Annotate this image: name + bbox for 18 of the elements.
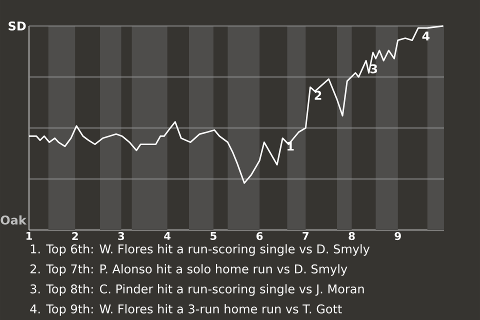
x-tick-label: 5: [210, 232, 216, 240]
x-tick-label: 8: [348, 232, 355, 240]
x-tick-label: 6: [256, 232, 263, 240]
text: 4. Top 9th: W. Flores hit a 3-run home run vs T. Gott: [30, 304, 342, 316]
annotation: 4: [422, 32, 430, 40]
x-tick-label: 9: [394, 232, 401, 240]
text: 1. Top 6th: W. Flores hit a run-scoring single vs D. Smyly: [30, 244, 370, 256]
x-tick-label: 4: [164, 232, 171, 240]
annotation: 3: [370, 64, 378, 74]
annotation: 2: [314, 90, 322, 100]
text: SD: [8, 21, 26, 31]
x-tick-label: 3: [118, 232, 124, 240]
x-tick-label: 2: [72, 232, 78, 240]
text: 3. Top 8th: C. Pinder hit a run-scoring single vs J. Moran: [30, 284, 364, 296]
text: Oak: [0, 215, 27, 225]
x-tick-label: 7: [302, 232, 309, 240]
text: 2. Top 7th: P. Alonso hit a solo home run vs D. Smyly: [30, 264, 348, 276]
x-tick-label: 1: [26, 232, 32, 240]
